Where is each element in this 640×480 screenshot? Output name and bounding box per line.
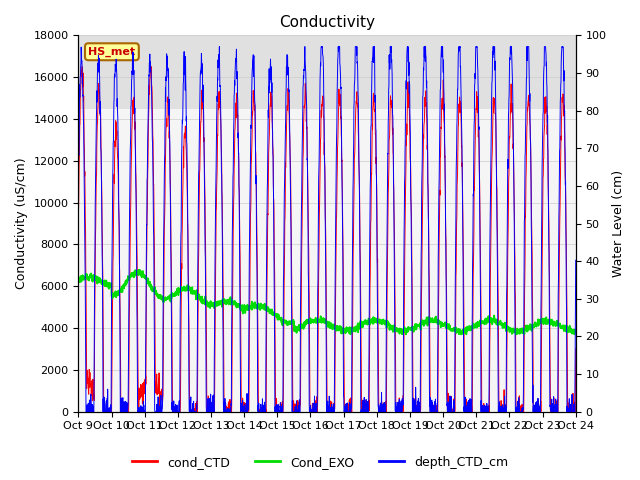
Bar (79, 36, 576, 108)
Title: Conductivity: Conductivity (279, 15, 375, 30)
Y-axis label: Water Level (cm): Water Level (cm) (612, 170, 625, 277)
Legend: cond_CTD, Cond_EXO, depth_CTD_cm: cond_CTD, Cond_EXO, depth_CTD_cm (127, 451, 513, 474)
Text: HS_met: HS_met (88, 47, 136, 57)
Y-axis label: Conductivity (uS/cm): Conductivity (uS/cm) (15, 158, 28, 289)
